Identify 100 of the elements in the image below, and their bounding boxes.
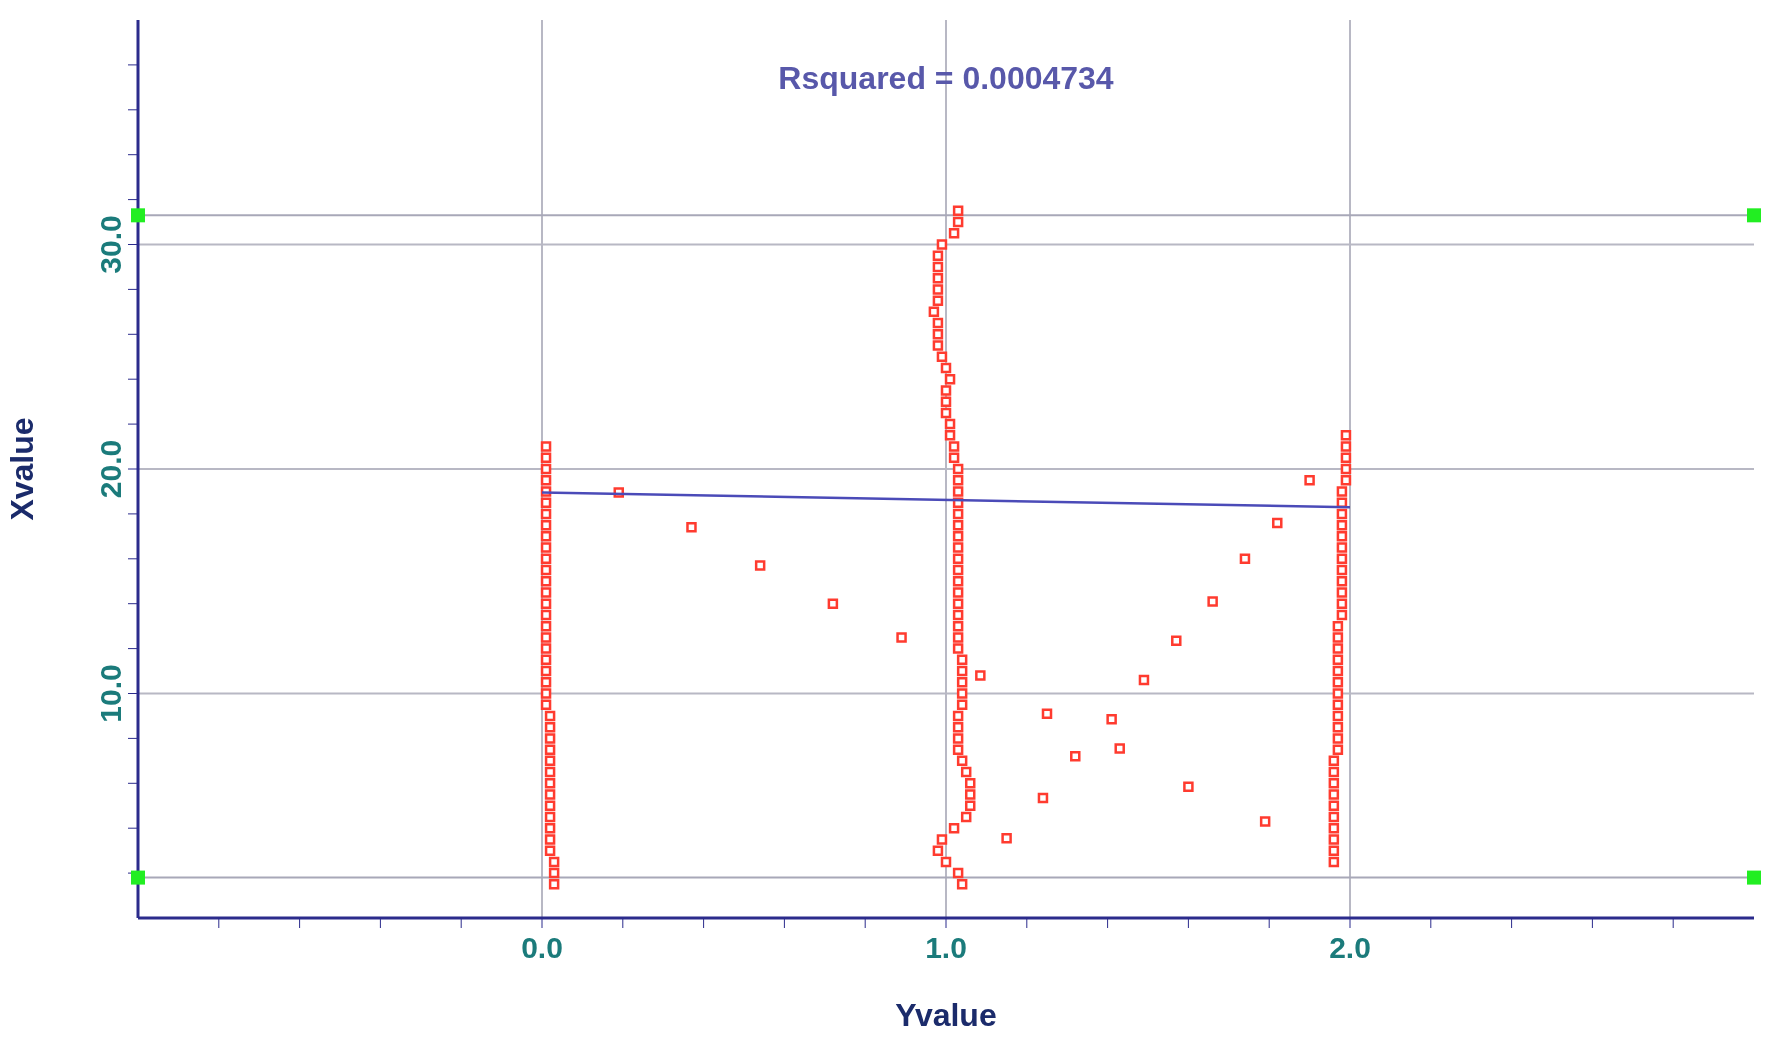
point xyxy=(544,755,556,767)
annotation: Rsquared = 0.0004734 xyxy=(777,60,1115,97)
point xyxy=(1340,474,1352,486)
point xyxy=(544,822,556,834)
point xyxy=(544,710,556,722)
point xyxy=(1070,751,1081,762)
point xyxy=(548,867,560,879)
point xyxy=(1304,474,1315,486)
point xyxy=(1328,800,1340,811)
point xyxy=(1332,710,1344,722)
point xyxy=(540,654,552,666)
point xyxy=(540,564,552,576)
point xyxy=(1328,822,1340,834)
point xyxy=(540,553,552,565)
point xyxy=(1332,643,1344,654)
point xyxy=(1138,674,1150,686)
point xyxy=(1336,542,1348,553)
point xyxy=(1328,755,1340,767)
point xyxy=(1171,635,1182,646)
point xyxy=(540,441,552,452)
point xyxy=(540,665,552,677)
point xyxy=(1114,743,1125,754)
point xyxy=(540,609,552,621)
point xyxy=(548,856,560,868)
x-tick-label: 1.0 xyxy=(925,931,967,964)
point xyxy=(896,632,907,643)
point xyxy=(544,721,556,733)
point xyxy=(1332,688,1344,699)
point xyxy=(540,643,552,654)
point xyxy=(1328,766,1340,778)
point xyxy=(1332,733,1344,744)
point xyxy=(540,598,552,609)
point xyxy=(540,699,552,710)
point xyxy=(540,688,552,699)
point xyxy=(540,542,552,553)
point xyxy=(975,670,986,681)
point xyxy=(1332,721,1344,733)
point xyxy=(1328,845,1340,856)
point xyxy=(548,879,560,890)
point xyxy=(540,463,552,475)
point xyxy=(1336,609,1348,621)
point xyxy=(1332,744,1344,755)
point xyxy=(1336,553,1348,565)
point xyxy=(1340,452,1352,464)
point xyxy=(544,766,556,778)
point xyxy=(1340,463,1352,475)
point xyxy=(540,474,552,486)
point xyxy=(1328,811,1340,823)
point xyxy=(540,508,552,520)
point xyxy=(544,778,556,789)
point xyxy=(1336,508,1348,520)
point xyxy=(544,744,556,755)
point xyxy=(544,800,556,811)
point xyxy=(544,834,556,845)
point xyxy=(544,845,556,856)
point xyxy=(1336,598,1348,609)
x-tick-label: 2.0 xyxy=(1329,931,1371,964)
point xyxy=(1336,519,1348,531)
point xyxy=(540,677,552,688)
point xyxy=(540,576,552,587)
point xyxy=(540,587,552,598)
point xyxy=(1239,553,1251,565)
point xyxy=(544,811,556,823)
point xyxy=(1336,587,1348,598)
point xyxy=(1272,517,1283,529)
point xyxy=(544,789,556,800)
point xyxy=(754,560,766,571)
y-axis-title: Xvalue xyxy=(4,417,41,521)
point xyxy=(540,531,552,542)
point xyxy=(1332,654,1344,666)
point xyxy=(540,497,552,508)
point xyxy=(686,522,697,533)
point xyxy=(540,632,552,643)
point xyxy=(1041,708,1053,719)
point xyxy=(1340,441,1352,452)
x-tick-label: 0.0 xyxy=(521,931,563,964)
point xyxy=(1336,576,1348,587)
point xyxy=(1328,789,1340,800)
point xyxy=(540,620,552,632)
point xyxy=(1183,781,1194,792)
y-tick-label: 20.0 xyxy=(93,439,127,499)
point xyxy=(1328,834,1340,845)
point xyxy=(544,733,556,744)
point xyxy=(1332,620,1344,632)
point xyxy=(827,598,839,609)
point xyxy=(1328,778,1340,789)
point xyxy=(1328,856,1340,868)
y-tick-label: 30.0 xyxy=(93,215,127,274)
point xyxy=(1332,665,1344,677)
point xyxy=(1332,699,1344,710)
point xyxy=(1332,632,1344,643)
point xyxy=(1332,677,1344,688)
x-axis-title: Yvalue xyxy=(895,997,997,1033)
point xyxy=(1336,531,1348,542)
point xyxy=(1336,564,1348,576)
point xyxy=(1037,792,1049,804)
point xyxy=(1207,596,1218,607)
point xyxy=(1001,833,1012,844)
point xyxy=(540,519,552,531)
point xyxy=(1336,486,1348,497)
